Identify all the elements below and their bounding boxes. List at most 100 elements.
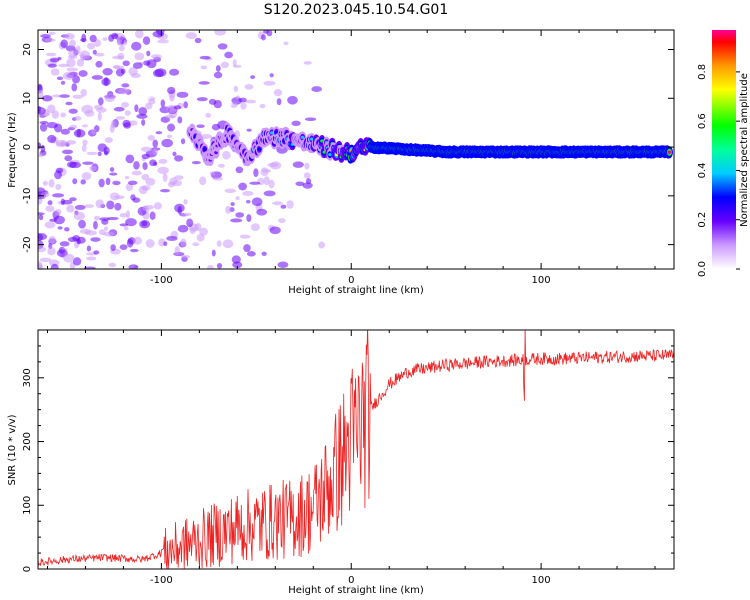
noise-cell — [246, 251, 256, 257]
noise-cell — [98, 178, 105, 188]
noise-cell — [183, 199, 188, 205]
noise-cell — [64, 227, 70, 232]
noise-cell — [200, 65, 208, 70]
noise-cell — [302, 182, 313, 189]
noise-cell — [116, 39, 123, 46]
noise-cell — [97, 151, 102, 157]
noise-cell — [160, 99, 166, 108]
noise-cell — [103, 231, 115, 237]
x-tick-label: 0 — [348, 575, 354, 586]
noise-cell — [269, 73, 274, 78]
noise-cell — [176, 91, 189, 98]
noise-cell — [146, 59, 157, 69]
spectrogram-y-ticks: -20 -10 0 10 20 — [22, 43, 674, 253]
noise-cell — [121, 83, 130, 88]
noise-cell — [118, 87, 130, 95]
noise-cell — [120, 68, 126, 75]
noise-cell — [305, 178, 312, 185]
noise-cell — [55, 183, 62, 191]
noise-cell — [235, 196, 240, 201]
noise-cell — [172, 151, 177, 157]
noise-cell — [133, 236, 143, 245]
y-tick-label: -10 — [22, 188, 33, 204]
noise-cell — [128, 66, 138, 76]
y-tick-label: 100 — [22, 496, 33, 515]
noise-cell — [150, 54, 162, 59]
noise-cell — [93, 220, 98, 230]
noise-cell — [47, 63, 57, 68]
x-tick-label: 0 — [348, 275, 354, 286]
noise-cell — [38, 212, 45, 216]
noise-cell — [216, 263, 223, 269]
noise-cell — [212, 177, 224, 181]
noise-cell — [128, 120, 138, 126]
noise-cell — [109, 172, 118, 176]
noise-cell — [142, 36, 151, 45]
noise-cell — [121, 101, 130, 108]
y-tick-label: -20 — [22, 236, 33, 252]
noise-cell — [250, 223, 260, 232]
snr-x-label: Height of straight line (km) — [288, 585, 424, 596]
noise-cell — [125, 218, 137, 227]
noise-cell — [49, 58, 60, 63]
noise-cell — [263, 176, 270, 186]
noise-cell — [132, 197, 141, 203]
noise-cell — [57, 226, 63, 230]
noise-cell — [261, 251, 267, 256]
noise-cell — [38, 106, 46, 115]
noise-cell — [130, 248, 139, 253]
noise-cell — [259, 103, 266, 109]
noise-cell — [38, 233, 43, 242]
noise-cell — [60, 198, 66, 206]
noise-cell — [141, 93, 151, 100]
noise-cell — [205, 112, 212, 118]
noise-cell — [224, 51, 233, 59]
noise-cell — [45, 52, 57, 57]
noise-cell — [135, 30, 144, 39]
noise-cell — [95, 60, 103, 68]
noise-cell — [80, 179, 86, 185]
noise-cell — [152, 139, 159, 148]
noise-cell — [124, 175, 130, 180]
noise-cell — [83, 266, 96, 269]
colorbar-tick-label: 0.8 — [697, 64, 708, 80]
noise-cell — [240, 102, 247, 110]
noise-cell — [66, 67, 78, 72]
noise-cell — [280, 204, 287, 209]
noise-cell — [155, 131, 163, 135]
colorbar: 0.0 0.2 0.4 0.6 0.8 Normalized spectral ampl… — [697, 30, 750, 277]
noise-cell — [232, 64, 242, 68]
noise-cell — [127, 180, 138, 186]
noise-cell — [249, 181, 261, 185]
noise-cell — [119, 212, 128, 218]
noise-cell — [50, 68, 60, 76]
noise-cell — [173, 175, 184, 180]
noise-cell — [59, 241, 70, 247]
noise-cell — [180, 238, 187, 247]
noise-cell — [113, 106, 125, 112]
noise-cell — [91, 128, 97, 135]
noise-cell — [109, 167, 115, 173]
noise-cell — [94, 39, 102, 47]
noise-cell — [90, 237, 101, 242]
noise-cell — [109, 124, 115, 133]
noise-cell — [39, 257, 52, 263]
noise-cell — [89, 165, 97, 172]
ridge-core — [274, 130, 279, 134]
noise-cell — [153, 161, 158, 166]
noise-cell — [272, 201, 283, 206]
noise-cell — [40, 33, 51, 38]
noise-cell — [166, 123, 176, 132]
spectrogram-plot-area — [38, 30, 673, 269]
noise-cell — [183, 101, 189, 109]
noise-cell — [232, 59, 237, 67]
noise-cell — [283, 41, 289, 46]
spectrogram-frame — [37, 29, 675, 270]
noise-cell — [303, 60, 312, 65]
noise-cell — [149, 211, 156, 220]
noise-cell — [106, 200, 115, 210]
noise-cell — [246, 200, 251, 204]
noise-cell — [200, 133, 213, 140]
noise-cell — [238, 97, 247, 103]
spectrogram-cells — [38, 30, 673, 269]
